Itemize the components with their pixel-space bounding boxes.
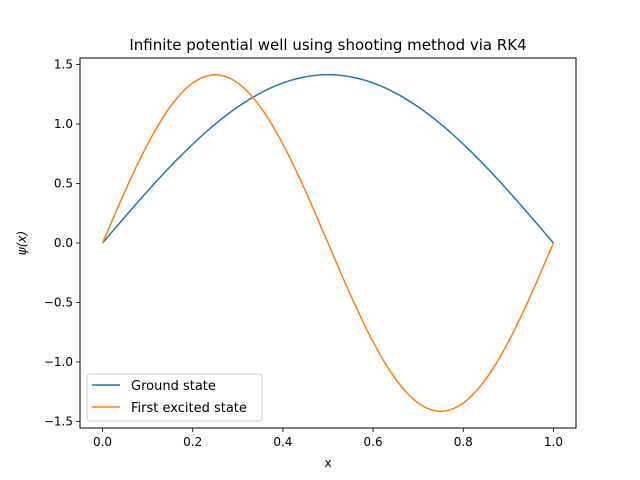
- y-tick-label: −1.5: [44, 414, 73, 428]
- y-axis-label: ψ(x): [15, 231, 29, 255]
- plot-lines: [101, 74, 555, 412]
- x-axis-ticks: 0.0 0.2 0.4 0.6 0.8 1.0: [93, 428, 563, 449]
- x-tick-label: 0.6: [364, 435, 383, 449]
- legend-box: [86, 373, 263, 422]
- x-axis-label: x: [324, 456, 331, 470]
- y-axis-ticks: −1.5 −1.0 −0.5 0.0 0.5 1.0 1.5: [44, 58, 80, 428]
- y-tick-label: −1.0: [44, 355, 73, 369]
- legend-label-ground-state: Ground state: [131, 379, 216, 394]
- y-tick-label: −0.5: [44, 295, 73, 309]
- x-tick-label: 0.0: [93, 435, 112, 449]
- x-tick-label: 0.4: [273, 435, 292, 449]
- x-tick-label: 0.2: [183, 435, 202, 449]
- legend: Ground state First excited state: [86, 373, 263, 422]
- chart-title: Infinite potential well using shooting m…: [129, 36, 526, 54]
- y-tick-label: 1.0: [54, 117, 73, 131]
- x-tick-label: 0.8: [454, 435, 473, 449]
- y-tick-label: 0.5: [54, 177, 73, 191]
- y-tick-label: 1.5: [54, 58, 73, 72]
- y-tick-label: 0.0: [54, 236, 73, 250]
- series-line-ground-state: [101, 74, 555, 244]
- x-tick-label: 1.0: [544, 435, 563, 449]
- series-line-first-excited-state: [101, 74, 555, 412]
- legend-label-first-excited-state: First excited state: [131, 401, 247, 416]
